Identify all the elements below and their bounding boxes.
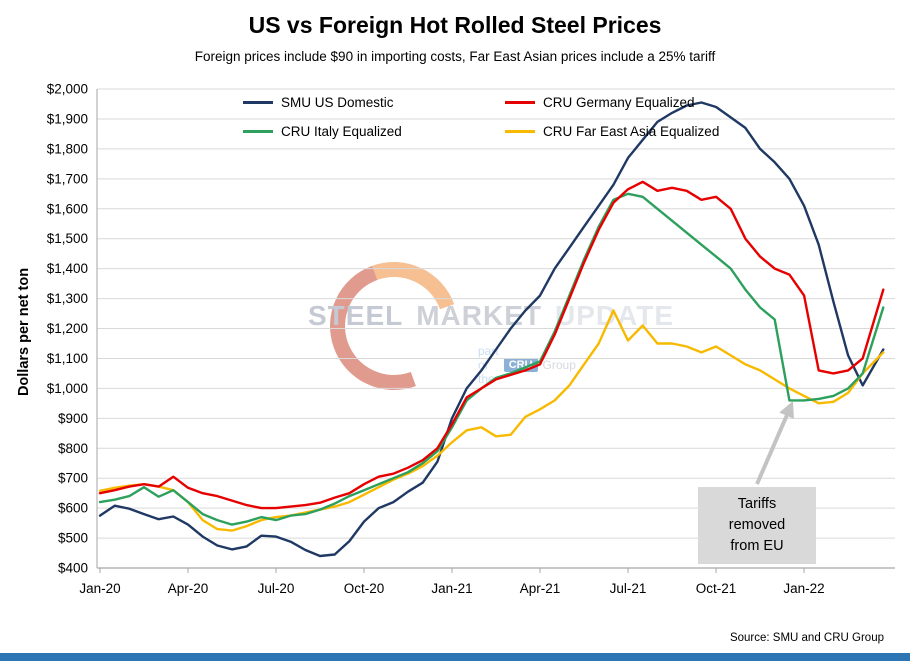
series-line-cru-italy-equalized [98,192,885,526]
y-tick-label: $600 [58,501,88,516]
x-tick-label: Oct-20 [344,581,385,596]
bottom-accent-bar [0,653,910,661]
legend-item-cru-far-east-asia-equalized: CRU Far East Asia Equalized [505,123,719,140]
legend-label: CRU Far East Asia Equalized [543,124,720,139]
y-tick-label: $1,500 [47,231,88,246]
y-tick-label: $800 [58,441,88,456]
legend-item-cru-italy-equalized: CRU Italy Equalized [243,123,505,140]
y-tick-label: $400 [58,561,88,576]
y-tick-label: $1,400 [47,261,88,276]
annotation-arrow-line [755,414,789,485]
watermark-tagline-suffix: Group [542,358,576,372]
y-tick-label: $500 [58,531,88,546]
y-tick-label: $1,200 [47,321,88,336]
series-line-cru-germany-equalized [98,180,885,510]
series-line-smu-us-domestic [98,101,885,558]
source-credit: Source: SMU and CRU Group [729,632,884,644]
y-tick-label: $2,000 [47,82,88,97]
y-tick-label: $1,900 [47,111,88,126]
series-line-cru-far-east-asia-equalized [98,309,885,532]
watermark-word-steel: STEEL [308,300,404,331]
y-tick-label: $1,300 [47,291,88,306]
x-tick-label: Apr-21 [520,581,561,596]
watermark-text: STEEL MARKET UPDATE [308,300,674,332]
chart-legend: SMU US Domestic CRU Germany Equalized CRU … [243,94,719,140]
watermark-word-update: UPDATE [555,300,675,331]
tariff-annotation: Tariffs removed from EU [698,487,816,565]
x-tick-label: Oct-21 [696,581,737,596]
x-tick-label: Jul-20 [258,581,295,596]
legend-label: SMU US Domestic [281,95,394,110]
legend-label: CRU Germany Equalized [543,95,695,110]
legend-swatch-icon [505,129,535,134]
chart-title: US vs Foreign Hot Rolled Steel Prices [248,12,662,38]
y-tick-label: $700 [58,471,88,486]
legend-label: CRU Italy Equalized [281,124,402,139]
x-tick-label: Jul-21 [610,581,647,596]
legend-item-cru-germany-equalized: CRU Germany Equalized [505,94,719,111]
x-tick-label: Jan-20 [79,581,120,596]
x-tick-label: Jan-21 [431,581,472,596]
y-tick-label: $1,100 [47,351,88,366]
legend-item-smu-us-domestic: SMU US Domestic [243,94,505,111]
legend-swatch-icon [505,100,535,105]
annotation-arrow-head-icon [779,401,794,419]
y-tick-label: $1,000 [47,381,88,396]
y-tick-label: $1,600 [47,201,88,216]
x-tick-label: Jan-22 [783,581,824,596]
y-tick-label: $1,800 [47,141,88,156]
chart-subtitle: Foreign prices include $90 in importing … [194,49,716,64]
legend-swatch-icon [243,100,273,105]
x-tick-label: Apr-20 [168,581,209,596]
y-tick-label: $900 [58,411,88,426]
y-tick-label: $1,700 [47,171,88,186]
legend-swatch-icon [243,129,273,134]
